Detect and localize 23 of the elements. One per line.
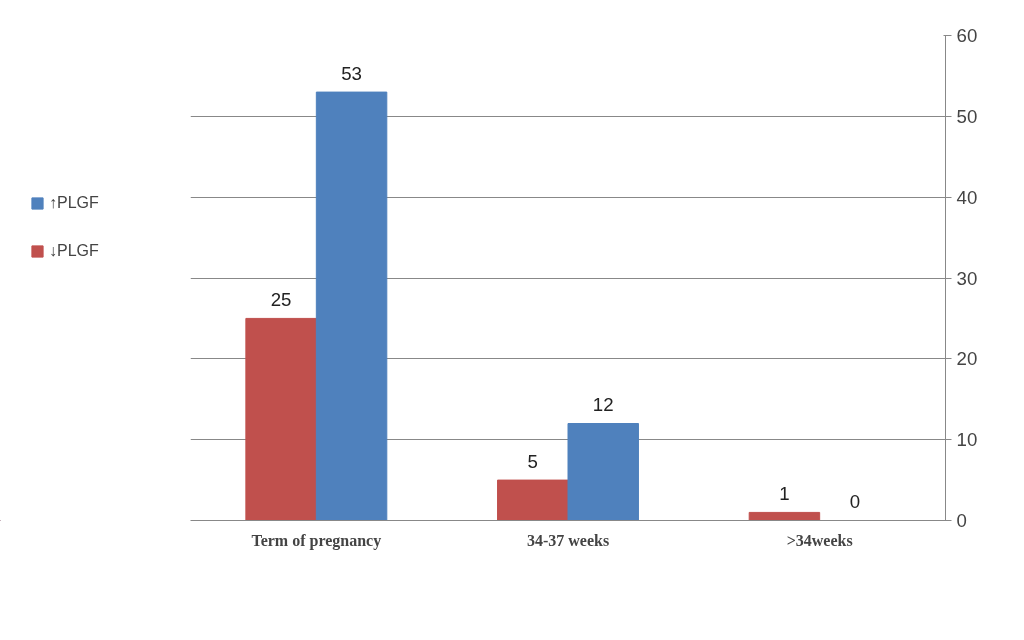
y-tick-label: 40 [956,186,978,208]
data-label: 1 [779,483,790,505]
y-tick-label: 20 [956,348,978,370]
x-tick-label: Term of pregnancy [251,531,382,550]
data-label: 5 [527,450,538,472]
bar [567,423,639,521]
bar [245,317,317,521]
legend-label: ↑PLGF [49,194,99,212]
bar [315,91,388,521]
data-label: 53 [341,62,362,84]
y-tick-label: 0 [956,510,967,531]
y-tick-label: 50 [956,105,978,127]
bar [748,511,821,521]
data-label: 25 [270,289,292,311]
x-tick-label: 34-37 weeks [526,531,610,549]
x-tick-label: >34weeks [786,531,853,549]
data-label: 0 [849,491,861,513]
y-tick-label: 60 [956,25,978,46]
y-tick-label: 30 [956,267,978,289]
y-tick-label: 10 [956,429,978,451]
bar [497,479,569,521]
legend-label: ↓PLGF [49,242,99,260]
data-label: 12 [592,394,614,416]
